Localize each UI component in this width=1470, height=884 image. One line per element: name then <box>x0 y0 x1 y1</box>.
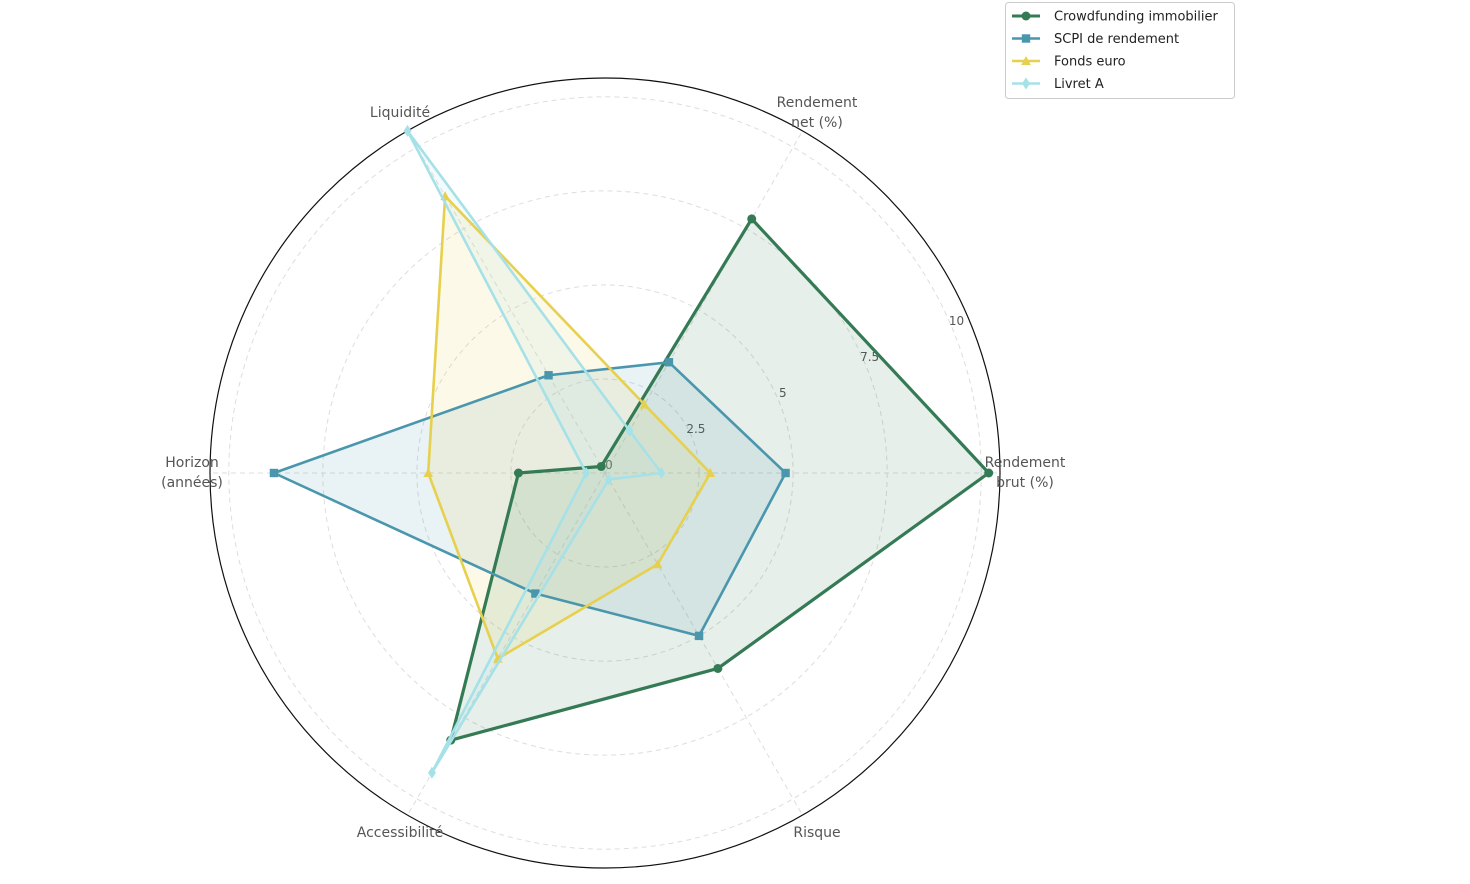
axis-label-line: net (%) <box>791 115 843 131</box>
grid-spoke-5 <box>604 472 803 816</box>
data-point <box>427 766 436 779</box>
axis-label-line: Liquidité <box>370 105 430 121</box>
r-tick-label: 2.5 <box>686 422 705 436</box>
legend: Crowdfunding immobilier SCPI de rendement… <box>1005 2 1235 99</box>
grid-circle-4 <box>228 96 982 850</box>
polar-frame <box>209 77 1001 869</box>
axis-label-line: brut (%) <box>996 475 1054 491</box>
data-point <box>269 468 279 478</box>
r-tick-label: 5 <box>779 386 787 400</box>
axis-label-2: Liquidité <box>370 105 430 121</box>
r-tick-label: 7.5 <box>860 350 879 364</box>
data-point <box>531 589 540 598</box>
axis-label-line: Risque <box>793 825 840 841</box>
data-point <box>747 214 757 224</box>
data-point <box>713 663 723 673</box>
r-tick-label: 10 <box>949 314 964 328</box>
axis-label-line: Accessibilité <box>357 825 443 841</box>
series-fill-0 <box>450 218 989 741</box>
axis-label-5: Risque <box>793 825 840 841</box>
legend-box <box>1005 2 1235 99</box>
axis-label-1: Rendement net (%) <box>777 95 858 131</box>
grid-spoke-4 <box>407 472 606 816</box>
grid-spoke-2 <box>407 130 606 474</box>
legend-label: Livret A <box>1054 77 1104 92</box>
series-fill-2 <box>428 196 711 659</box>
legend-marker <box>1021 34 1031 43</box>
data-point <box>984 468 994 478</box>
axis-label-3: Horizon (années) <box>161 455 223 491</box>
axis-label-line: Rendement <box>985 455 1066 471</box>
legend-marker <box>1021 11 1031 21</box>
grid-spoke-1 <box>604 130 803 474</box>
data-point <box>544 371 553 380</box>
data-point <box>652 559 663 569</box>
axis-label-0: Rendement brut (%) <box>985 455 1066 491</box>
data-point <box>582 467 591 479</box>
data-point <box>596 461 606 471</box>
legend-marker <box>1022 77 1030 90</box>
data-point <box>705 468 716 477</box>
data-point <box>423 468 433 477</box>
data-point <box>694 631 704 641</box>
data-point <box>639 399 650 409</box>
axis-label-line: Horizon <box>165 455 219 471</box>
data-point <box>625 424 634 437</box>
data-point <box>781 468 790 478</box>
legend-label: Crowdfunding immobilier <box>1054 10 1218 25</box>
axis-label-line: (années) <box>161 475 223 491</box>
data-point <box>664 358 674 367</box>
legend-label: SCPI de rendement <box>1054 32 1179 47</box>
grid-circle-2 <box>416 284 794 662</box>
data-point <box>513 468 523 478</box>
axis-label-4: Accessibilité <box>357 825 443 841</box>
legend-marker <box>1021 56 1031 65</box>
r-tick-label: 0 <box>605 458 613 472</box>
axis-label-line: Rendement <box>777 95 858 111</box>
data-point <box>403 124 412 137</box>
data-point <box>604 473 613 486</box>
legend-label: Fonds euro <box>1054 55 1126 70</box>
data-point <box>657 467 666 479</box>
